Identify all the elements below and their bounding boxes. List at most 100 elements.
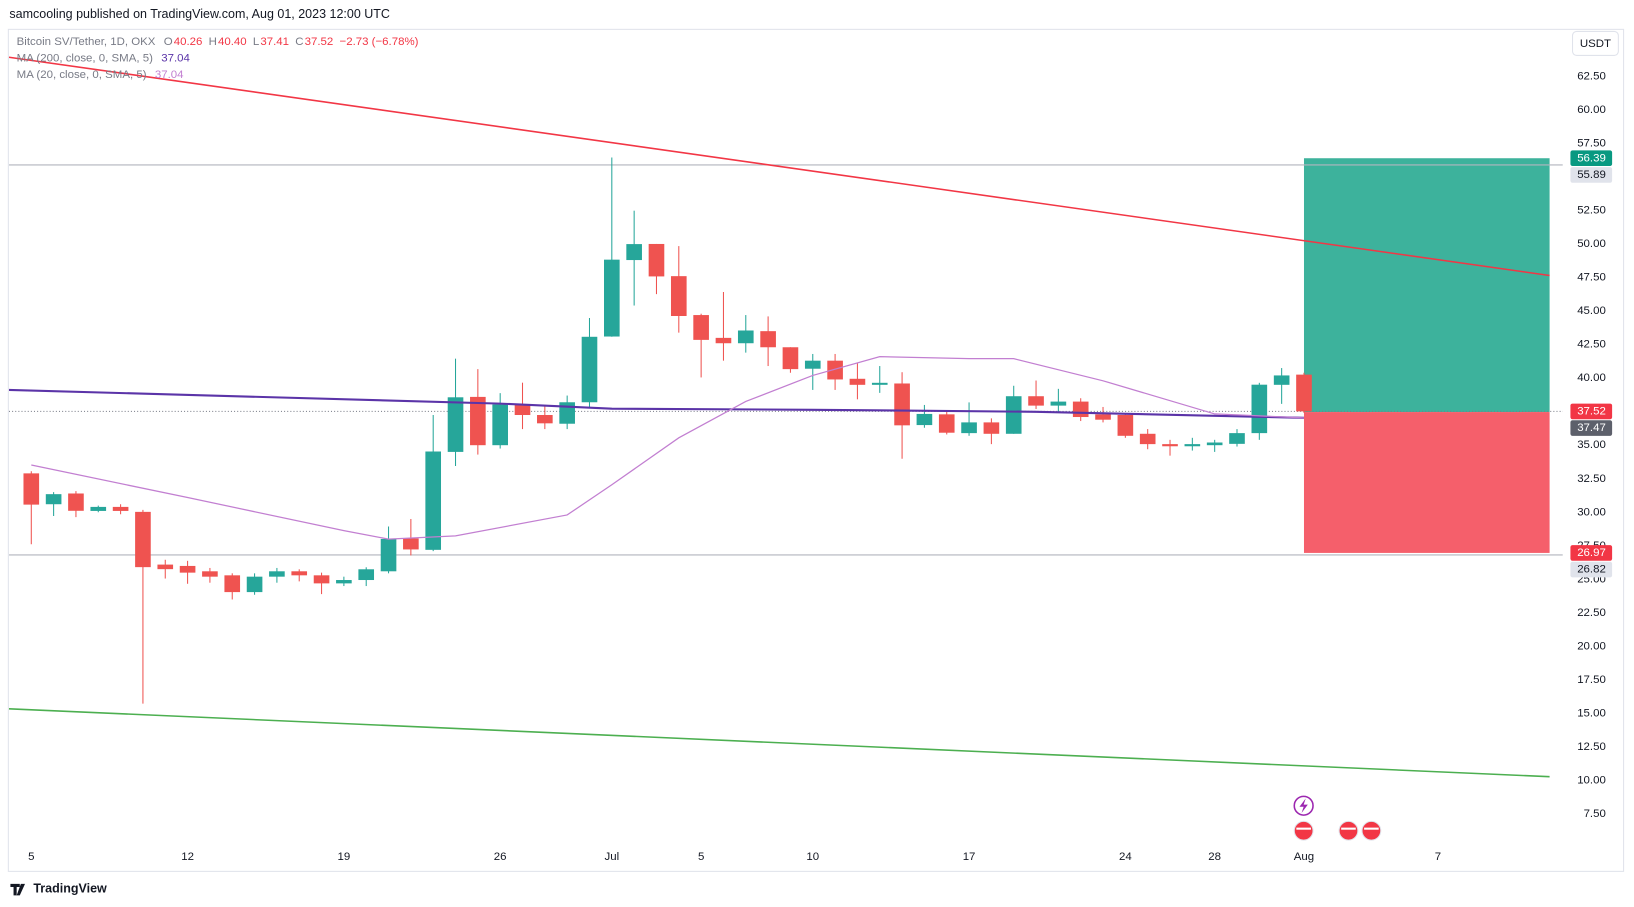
candle-body (1162, 444, 1178, 447)
candle-body (782, 347, 799, 370)
x-tick-label: 26 (494, 851, 507, 863)
legend-text: L (253, 36, 259, 48)
candle-body (135, 511, 151, 568)
event-icon-glyph (1299, 798, 1308, 814)
price-tag: 26.97 (1577, 547, 1606, 559)
y-tick-label: 22.50 (1577, 607, 1606, 619)
candle-body (90, 506, 107, 511)
moving-average (8, 388, 1305, 419)
x-tick-label: 7 (1435, 851, 1441, 863)
candle-body (157, 564, 174, 570)
legend-text: Bitcoin SV/Tether, 1D, OKX (17, 36, 156, 48)
candle-body (693, 315, 709, 340)
candle-body (23, 473, 40, 505)
y-tick-label: 30.00 (1577, 506, 1606, 518)
candle-body (1117, 415, 1134, 436)
y-tick-label: 57.50 (1577, 137, 1606, 149)
y-tick-label: 47.50 (1577, 272, 1606, 284)
candle-body (202, 571, 218, 577)
legend-text: O (164, 36, 173, 48)
y-tick-label: 17.50 (1577, 674, 1606, 686)
candle-body (581, 336, 598, 403)
candle-body (715, 337, 732, 344)
candle-body (1206, 442, 1223, 446)
x-tick-label: 24 (1119, 851, 1132, 863)
candle-body (246, 576, 263, 593)
candle-body (447, 397, 464, 452)
candle-body (1296, 374, 1312, 412)
candle-body (224, 575, 241, 593)
candle-body (336, 580, 352, 584)
candle-body (1273, 375, 1290, 385)
candle-body (45, 494, 62, 505)
candle-body (827, 360, 843, 380)
candle-body (871, 382, 888, 385)
candle-body (291, 571, 308, 576)
y-tick-label: 20.00 (1577, 640, 1606, 652)
y-tick-label: 42.50 (1577, 339, 1606, 351)
plot-area (8, 56, 1563, 778)
candle-body (1251, 384, 1268, 434)
candle-body (1072, 401, 1089, 418)
event-flag[interactable] (1293, 820, 1314, 841)
candle-body (670, 276, 687, 316)
y-tick-label: 52.50 (1577, 204, 1606, 216)
y-tick-label: 60.00 (1577, 104, 1606, 116)
event-flag[interactable] (1361, 820, 1382, 841)
flag-stripe (1341, 827, 1356, 830)
x-tick-label: 5 (28, 851, 34, 863)
currency-label[interactable]: USDT (1580, 38, 1611, 50)
candle-body (916, 413, 933, 426)
candle-body (1184, 444, 1201, 447)
candle-body (112, 506, 129, 511)
candle-body (269, 571, 285, 577)
price-tag: 26.82 (1577, 564, 1606, 576)
price-tag-bg (1570, 150, 1613, 167)
legend-text: 37.52 (305, 36, 334, 48)
candle-body (760, 331, 776, 348)
legend-text: MA (20, close, 0, SMA, 5) (17, 69, 147, 81)
y-tick-label: 35.00 (1577, 439, 1606, 451)
candle-body (68, 493, 84, 511)
candle-body (961, 422, 977, 434)
price-tag-bg (1570, 403, 1613, 420)
candle-body (537, 415, 553, 424)
candle-body (804, 360, 821, 369)
price-tag-bg (1570, 545, 1613, 561)
candle-body (894, 383, 910, 426)
candle-body (514, 404, 531, 416)
event-icons (1293, 795, 1382, 841)
x-tick-label: Aug (1294, 851, 1314, 863)
y-tick-label: 7.50 (1584, 808, 1606, 820)
candle-body (604, 259, 620, 337)
position-profit-zone (1303, 158, 1550, 413)
candle-body (313, 575, 330, 584)
candle-body (983, 422, 1000, 434)
price-tag-bg (1570, 167, 1613, 183)
candle-body (380, 538, 397, 572)
price-tag: 56.39 (1577, 152, 1606, 164)
y-tick-label: 10.00 (1577, 775, 1606, 787)
price-tag: 55.89 (1577, 169, 1606, 181)
event-flag[interactable] (1338, 820, 1359, 841)
candle-body (1229, 433, 1245, 444)
y-tick-label: 45.00 (1577, 305, 1606, 317)
flag-stripe (1296, 827, 1311, 830)
brand-name: TradingView (33, 881, 107, 895)
trend-line (8, 708, 1550, 778)
candle-body (648, 243, 665, 277)
candle-body (1095, 414, 1111, 420)
y-tick-label: 12.50 (1577, 741, 1606, 753)
price-tag-bg (1570, 561, 1613, 578)
x-tick-label: 28 (1208, 851, 1221, 863)
y-tick-label: 32.50 (1577, 473, 1606, 485)
candle-body (425, 451, 442, 550)
price-tag-bg (1570, 420, 1613, 436)
legend-text: MA (200, close, 0, SMA, 5) (17, 53, 153, 65)
candle-body (358, 569, 375, 581)
x-tick-label: 17 (963, 851, 976, 863)
currency-button[interactable] (1571, 30, 1619, 56)
price-tag: 37.47 (1577, 422, 1606, 434)
legend-text: 37.41 (260, 36, 289, 48)
